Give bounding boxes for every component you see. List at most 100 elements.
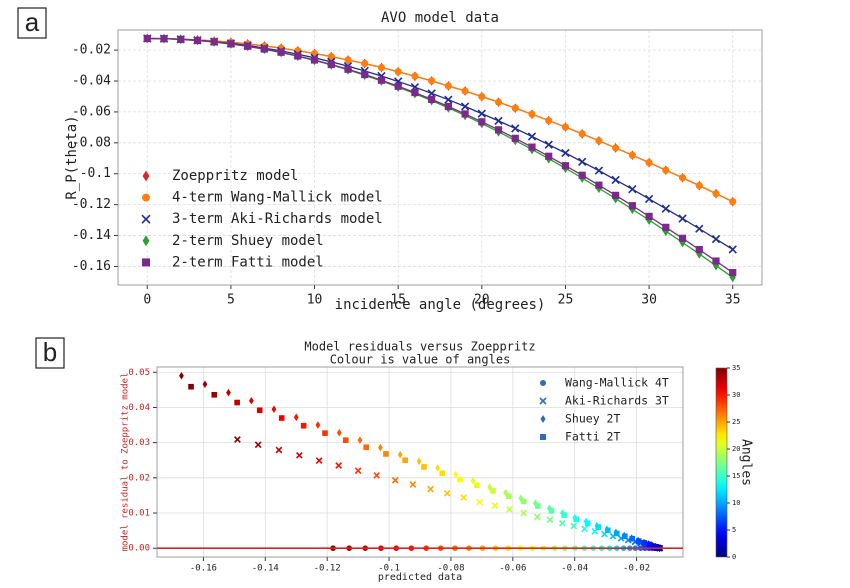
- data-point: [520, 509, 528, 517]
- data-point: [378, 443, 383, 452]
- colorbar-tick-label: 25: [732, 418, 740, 426]
- data-point: [244, 42, 252, 50]
- y-tick-label: 0.03: [128, 438, 150, 448]
- data-point: [460, 494, 467, 501]
- data-point: [595, 137, 603, 145]
- data-point: [470, 476, 476, 485]
- y-tick-label: -0.16: [72, 259, 111, 274]
- data-point: [377, 76, 386, 84]
- data-point: [545, 152, 553, 160]
- data-point: [511, 134, 519, 142]
- data-point: [629, 535, 636, 542]
- legend-marker: [141, 214, 151, 224]
- data-point: [535, 503, 541, 509]
- data-point: [428, 95, 436, 103]
- data-point: [453, 470, 458, 479]
- data-point: [494, 98, 503, 106]
- y-axis-label: model residual to Zoeppritz model: [121, 373, 131, 552]
- data-point: [578, 130, 586, 138]
- legend-label: Shuey 2T: [565, 412, 620, 426]
- panel-label: a: [25, 7, 40, 37]
- plot-frame: [156, 366, 684, 558]
- data-point: [444, 102, 452, 111]
- data-point: [397, 450, 403, 459]
- legend-label: Wang-Mallick 4T: [565, 376, 669, 390]
- data-point: [712, 190, 720, 198]
- data-point: [644, 194, 654, 204]
- data-point: [444, 95, 453, 104]
- data-point: [678, 234, 687, 242]
- data-point: [394, 82, 402, 90]
- data-point: [177, 35, 185, 44]
- data-point: [628, 202, 636, 210]
- data-point: [193, 36, 202, 45]
- data-point: [439, 470, 446, 477]
- data-point: [411, 72, 419, 80]
- data-point: [427, 89, 436, 98]
- colorbar-tick-label: 15: [732, 472, 740, 480]
- colorbar-tick-label: 0: [732, 553, 736, 561]
- data-point: [226, 388, 231, 397]
- legend-marker: [540, 434, 546, 440]
- colorbar: [715, 367, 728, 558]
- data-point: [546, 516, 554, 524]
- data-point: [234, 436, 241, 443]
- y-tick-label: 0.00: [128, 544, 150, 554]
- data-point: [361, 59, 369, 68]
- legend-marker: [142, 170, 150, 182]
- data-point: [678, 174, 687, 182]
- data-point: [561, 148, 570, 158]
- data-point: [427, 485, 434, 493]
- colorbar-tick-label: 20: [732, 445, 740, 453]
- colorbar-tick-label: 10: [732, 499, 740, 507]
- data-point: [188, 383, 194, 390]
- data-point: [391, 476, 399, 484]
- x-tick-label: 10: [307, 293, 323, 308]
- chart-title: AVO model data: [381, 10, 499, 26]
- legend-label: Zoeppritz model: [172, 168, 298, 184]
- legend-label: 2-term Fatti model: [172, 254, 324, 270]
- data-point: [561, 512, 567, 518]
- data-point: [570, 522, 578, 530]
- data-point: [443, 489, 451, 497]
- x-axis-label: predicted data: [378, 572, 462, 583]
- data-point: [315, 457, 323, 464]
- legend-label: 2-term Shuey model: [172, 233, 324, 249]
- y-tick-label: -0.14: [72, 228, 111, 243]
- colorbar-tick-label: 35: [732, 364, 740, 372]
- data-point: [211, 391, 218, 398]
- legend-marker: [540, 414, 546, 424]
- data-point: [573, 516, 580, 523]
- data-point: [428, 77, 436, 85]
- x-tick-label: -0.04: [561, 564, 588, 574]
- chart-panel: b0.000.010.020.030.040.05-0.16 -0.14 -0.12…: [35, 337, 754, 583]
- data-point: [696, 249, 703, 259]
- colorbar-tick-label: 5: [732, 526, 736, 534]
- data-point: [476, 498, 484, 506]
- data-point: [678, 214, 687, 223]
- data-point: [435, 464, 441, 472]
- data-point: [295, 451, 303, 459]
- y-axis-label: R_P(theta): [64, 115, 80, 199]
- data-point: [578, 157, 587, 166]
- legend: Zoeppritz model 4-term Wang-Mallick model…: [141, 168, 383, 270]
- data-point: [612, 144, 620, 152]
- y-tick-label: -0.12: [72, 197, 111, 212]
- panel-label: b: [43, 337, 57, 367]
- y-tick-label: 0.05: [128, 368, 150, 378]
- data-point: [327, 60, 335, 69]
- data-point: [411, 88, 419, 97]
- data-point: [494, 116, 503, 126]
- data-point: [383, 451, 389, 457]
- data-point: [695, 182, 703, 190]
- data-point: [254, 441, 262, 449]
- legend-label: 3-term Aki-Richards model: [172, 211, 383, 227]
- data-point: [595, 524, 602, 530]
- data-point: [528, 143, 536, 151]
- data-point: [613, 530, 620, 537]
- data-point: [363, 444, 369, 451]
- data-point: [179, 372, 184, 380]
- data-point: [628, 185, 637, 194]
- data-point: [645, 159, 653, 167]
